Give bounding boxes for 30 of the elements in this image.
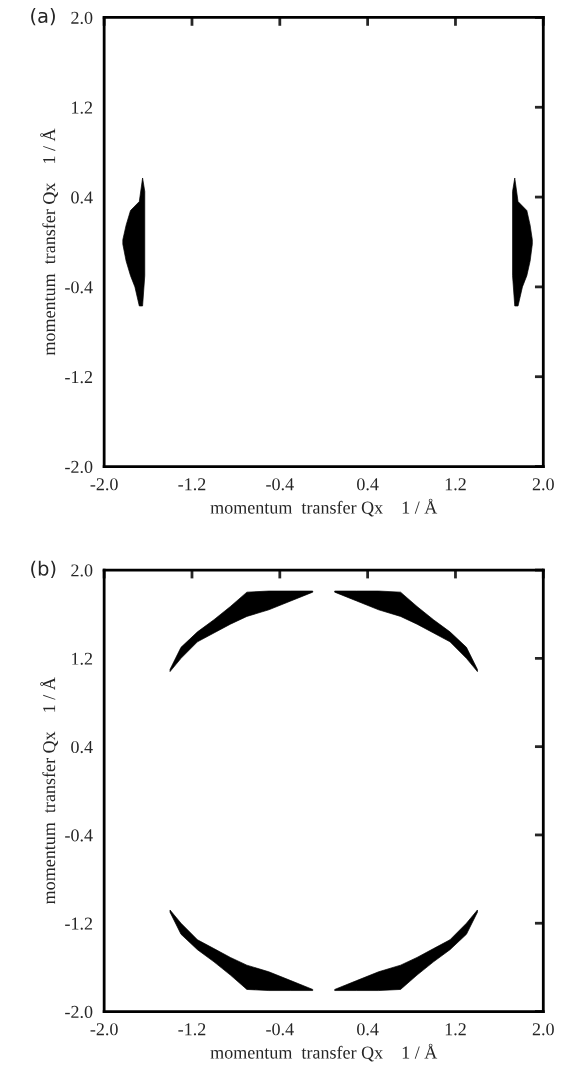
x-tick-label: 1.2 bbox=[445, 478, 466, 491]
x-tick-label: -0.4 bbox=[266, 1023, 294, 1036]
x-tick-label: 1.2 bbox=[445, 1023, 466, 1036]
x-axis-title: momentum transfer Qx 1 / Å bbox=[210, 1043, 438, 1062]
y-tick-label: -1.2 bbox=[65, 371, 93, 384]
y-tick-label: 1.2 bbox=[72, 652, 93, 665]
x-tick-label: 0.4 bbox=[357, 478, 379, 491]
x-tick-label: 2.0 bbox=[532, 478, 554, 491]
x-tick-label: 0.4 bbox=[357, 1023, 379, 1036]
x-tick-label: -1.2 bbox=[178, 1023, 206, 1036]
y-tick-label: 0.4 bbox=[71, 191, 93, 204]
y-tick-label: 2.0 bbox=[71, 564, 93, 577]
y-tick-label: 0.4 bbox=[71, 740, 93, 754]
chart-title: (b) bbox=[31, 560, 56, 578]
chart-title: (a) bbox=[31, 8, 55, 26]
x-tick-label: -0.4 bbox=[266, 478, 294, 491]
y-axis-title: momentum transfer Qx 1 / Å bbox=[40, 677, 58, 904]
y-tick-label: 1.2 bbox=[72, 101, 93, 114]
y-tick-label: 2.0 bbox=[71, 11, 93, 24]
y-tick-label: -2.0 bbox=[65, 1005, 93, 1019]
x-axis-title: momentum transfer Qx 1 / Å bbox=[210, 498, 438, 517]
y-axis-title: momentum transfer Qx 1 / Å bbox=[40, 128, 58, 356]
x-tick-label: -2.0 bbox=[90, 478, 118, 491]
x-tick-label: 2.0 bbox=[532, 1023, 554, 1036]
y-tick-label: -1.2 bbox=[65, 917, 93, 930]
y-tick-label: -0.4 bbox=[65, 829, 93, 842]
x-tick-label: -2.0 bbox=[90, 1023, 118, 1036]
y-tick-label: -0.4 bbox=[65, 281, 93, 294]
y-tick-label: -2.0 bbox=[65, 460, 93, 474]
x-tick-label: -1.2 bbox=[178, 478, 206, 491]
